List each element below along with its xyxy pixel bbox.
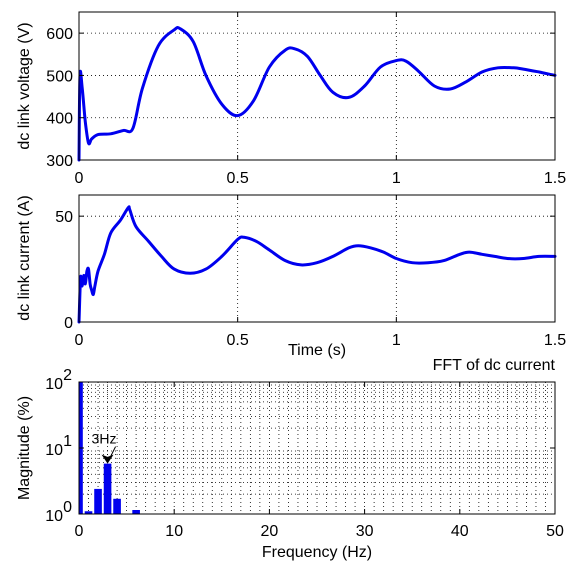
x-tick-label: 1 xyxy=(392,170,401,187)
y-tick-label: 10 xyxy=(45,376,63,393)
y-tick-label: 400 xyxy=(46,111,73,128)
y-tick-exponent: 0 xyxy=(63,499,72,516)
current-y-label: dc link current (A) xyxy=(16,195,33,320)
y-tick-label: 0 xyxy=(64,315,73,332)
y-tick-label: 500 xyxy=(46,68,73,85)
x-tick-label: 20 xyxy=(261,523,279,540)
fft-y-label: Magnitude (%) xyxy=(16,396,33,500)
x-tick-label: 30 xyxy=(356,523,374,540)
x-tick-label: 50 xyxy=(546,523,564,540)
x-tick-label: 1.5 xyxy=(544,170,566,187)
y-tick-exponent: 2 xyxy=(63,367,72,384)
voltage-y-label: dc link voltage (V) xyxy=(16,22,33,149)
x-tick-label: 1 xyxy=(392,332,401,349)
fft-title: FFT of dc current xyxy=(433,357,556,374)
voltage-plot-frame xyxy=(78,11,556,161)
annotation-3hz: 3Hz xyxy=(92,431,117,447)
fft-bar xyxy=(113,498,121,514)
fft-bar xyxy=(103,463,112,514)
y-tick-label: 10 xyxy=(45,508,63,525)
x-tick-label: 0 xyxy=(75,523,84,540)
x-tick-label: 0 xyxy=(75,170,84,187)
annotation-arrowhead xyxy=(105,454,114,464)
voltage-panel: 0 0.5 1 1.5 300 400 500 600 dc link voltage (V) xyxy=(16,11,566,187)
current-plot-frame xyxy=(78,194,556,323)
current-panel: 0 0.5 1 1.5 0 50 dc link current (A) Time (s) xyxy=(16,194,566,359)
frequency-x-label: Frequency (Hz) xyxy=(262,544,372,561)
x-tick-label: 0 xyxy=(75,332,84,349)
x-tick-label: 0.5 xyxy=(227,170,249,187)
fft-bar xyxy=(132,509,140,514)
fft-bar xyxy=(84,511,93,514)
x-tick-label: 1.5 xyxy=(544,332,566,349)
time-x-label: Time (s) xyxy=(288,342,346,359)
y-tick-label: 300 xyxy=(46,153,73,170)
x-tick-label: 0.5 xyxy=(227,332,249,349)
y-tick-label: 10 xyxy=(45,442,63,459)
x-tick-label: 40 xyxy=(451,523,469,540)
y-tick-exponent: 1 xyxy=(63,433,72,450)
current-trace xyxy=(77,205,557,324)
x-tick-label: 10 xyxy=(165,523,183,540)
y-tick-label: 600 xyxy=(46,26,73,43)
fft-bar xyxy=(94,488,102,514)
voltage-trace xyxy=(77,26,557,162)
y-tick-label: 50 xyxy=(55,209,73,226)
